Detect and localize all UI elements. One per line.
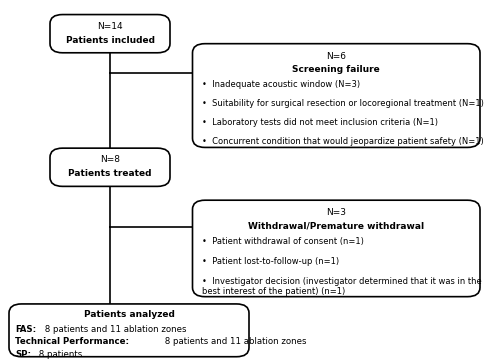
Text: 8 patients and 11 ablation zones: 8 patients and 11 ablation zones xyxy=(42,325,187,334)
Text: N=14: N=14 xyxy=(97,22,123,31)
Text: N=3: N=3 xyxy=(326,208,346,217)
Text: Withdrawal/Premature withdrawal: Withdrawal/Premature withdrawal xyxy=(248,221,424,230)
Text: •  Concurrent condition that would jeopardize patient safety (N=1): • Concurrent condition that would jeopar… xyxy=(202,137,483,146)
Text: FAS:: FAS: xyxy=(15,325,36,334)
Text: 8 patients: 8 patients xyxy=(36,350,82,359)
Text: N=6: N=6 xyxy=(326,52,346,61)
Text: Patients analyzed: Patients analyzed xyxy=(84,310,174,320)
Text: Patients treated: Patients treated xyxy=(68,169,152,178)
Text: •  Laboratory tests did not meet inclusion criteria (N=1): • Laboratory tests did not meet inclusio… xyxy=(202,118,438,127)
Text: Screening failure: Screening failure xyxy=(292,65,380,74)
Text: Patients included: Patients included xyxy=(66,36,154,45)
FancyBboxPatch shape xyxy=(9,304,249,357)
FancyBboxPatch shape xyxy=(192,44,480,147)
Text: •  Inadequate acoustic window (N=3): • Inadequate acoustic window (N=3) xyxy=(202,80,360,89)
Text: •  Suitability for surgical resection or locoregional treatment (N=1): • Suitability for surgical resection or … xyxy=(202,99,484,108)
Text: •  Investigator decision (investigator determined that it was in the best intere: • Investigator decision (investigator de… xyxy=(202,277,481,296)
Text: •  Patient lost-to-follow-up (n=1): • Patient lost-to-follow-up (n=1) xyxy=(202,257,338,266)
FancyBboxPatch shape xyxy=(50,148,170,186)
Text: 8 patients and 11 ablation zones: 8 patients and 11 ablation zones xyxy=(162,337,306,347)
Text: N=8: N=8 xyxy=(100,155,120,165)
FancyBboxPatch shape xyxy=(50,15,170,53)
Text: SP:: SP: xyxy=(15,350,31,359)
Text: •  Patient withdrawal of consent (n=1): • Patient withdrawal of consent (n=1) xyxy=(202,237,364,246)
FancyBboxPatch shape xyxy=(192,200,480,297)
Text: Technical Performance:: Technical Performance: xyxy=(15,337,129,347)
